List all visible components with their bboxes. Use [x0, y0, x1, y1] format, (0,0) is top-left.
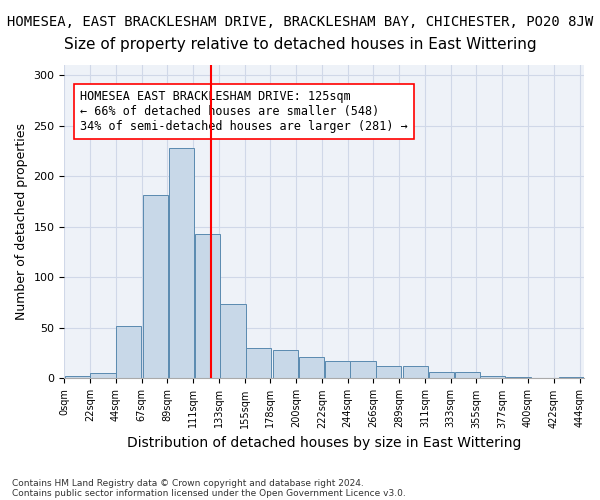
Bar: [325, 362, 350, 378]
Bar: [480, 376, 505, 378]
Text: HOMESEA EAST BRACKLESHAM DRIVE: 125sqm
← 66% of detached houses are smaller (548: HOMESEA EAST BRACKLESHAM DRIVE: 125sqm ←…: [80, 90, 408, 133]
Bar: [143, 196, 169, 378]
Y-axis label: Number of detached properties: Number of detached properties: [15, 123, 28, 320]
Bar: [376, 366, 401, 378]
Bar: [299, 357, 324, 378]
Bar: [194, 234, 220, 378]
Text: Contains public sector information licensed under the Open Government Licence v3: Contains public sector information licen…: [12, 488, 406, 498]
Bar: [403, 366, 428, 378]
Text: HOMESEA, EAST BRACKLESHAM DRIVE, BRACKLESHAM BAY, CHICHESTER, PO20 8JW: HOMESEA, EAST BRACKLESHAM DRIVE, BRACKLE…: [7, 15, 593, 29]
Bar: [273, 350, 298, 378]
Bar: [116, 326, 142, 378]
Bar: [350, 362, 376, 378]
Bar: [91, 374, 116, 378]
Text: Contains HM Land Registry data © Crown copyright and database right 2024.: Contains HM Land Registry data © Crown c…: [12, 478, 364, 488]
Bar: [429, 372, 454, 378]
Bar: [169, 148, 194, 378]
X-axis label: Distribution of detached houses by size in East Wittering: Distribution of detached houses by size …: [127, 436, 521, 450]
Bar: [455, 372, 480, 378]
Bar: [220, 304, 245, 378]
Text: Size of property relative to detached houses in East Wittering: Size of property relative to detached ho…: [64, 38, 536, 52]
Bar: [65, 376, 90, 378]
Bar: [246, 348, 271, 378]
